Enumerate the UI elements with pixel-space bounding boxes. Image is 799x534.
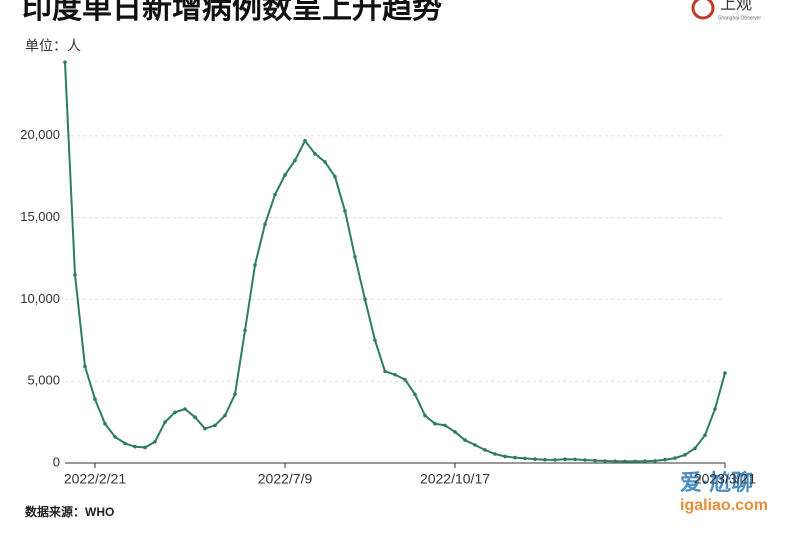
point	[543, 457, 547, 462]
line	[64, 62, 726, 463]
point	[433, 421, 437, 426]
point	[513, 455, 517, 460]
point	[93, 397, 97, 401]
point	[443, 423, 447, 428]
point	[403, 377, 407, 382]
point	[283, 173, 287, 177]
point	[133, 444, 137, 449]
point	[183, 407, 187, 411]
point	[393, 372, 397, 377]
point	[383, 369, 387, 374]
point	[203, 426, 207, 431]
point	[313, 151, 317, 156]
point	[563, 457, 567, 462]
point	[673, 456, 677, 460]
y-tick-label: 20,000	[20, 127, 60, 142]
point	[503, 454, 507, 459]
y-tick-label: 10,000	[20, 291, 60, 306]
point	[63, 60, 67, 64]
point	[713, 407, 717, 411]
watermark-url: igaliao.com	[680, 497, 768, 514]
point	[343, 209, 347, 213]
point	[423, 413, 427, 418]
point	[193, 415, 197, 419]
point	[223, 413, 227, 418]
point	[623, 459, 627, 464]
point	[483, 448, 487, 452]
point	[253, 263, 257, 267]
point	[213, 423, 217, 428]
point	[373, 338, 377, 343]
chart-title: 印度单日新增病例数呈上升趋势	[22, 0, 442, 25]
x-tick-label: 2022/10/17	[420, 471, 490, 487]
point	[263, 222, 267, 226]
point	[533, 457, 537, 461]
point	[123, 441, 127, 446]
point	[113, 435, 117, 439]
point	[653, 459, 657, 463]
point	[413, 392, 417, 397]
point	[173, 410, 177, 415]
point	[643, 459, 647, 464]
point	[153, 439, 157, 444]
point	[573, 457, 577, 462]
point	[243, 328, 247, 333]
y-tick-label: 0	[53, 454, 60, 469]
point	[353, 255, 357, 259]
point	[323, 160, 327, 164]
point	[453, 430, 457, 434]
watermark-title: 爱·尬聊	[680, 470, 753, 495]
point	[693, 446, 697, 451]
point	[333, 174, 337, 179]
point	[73, 273, 77, 277]
point	[663, 457, 667, 462]
point	[603, 459, 607, 463]
y-tick-label: 15,000	[20, 209, 60, 224]
point	[363, 297, 367, 302]
point	[613, 459, 617, 464]
point	[473, 443, 477, 447]
logo-subtitle: Shanghai Observer	[718, 15, 761, 21]
point	[633, 459, 637, 464]
point	[303, 138, 307, 143]
logo-name: 上观	[720, 0, 752, 13]
point	[163, 420, 167, 424]
point	[83, 364, 87, 369]
x-tick-label: 2022/7/9	[258, 471, 313, 487]
logo-icon	[691, 0, 715, 20]
source: 数据来源：WHO	[25, 504, 114, 519]
x-tick-label: 2023/3/21	[694, 471, 756, 487]
point	[593, 458, 597, 463]
point	[463, 438, 467, 442]
x-tick-label: 2022/2/21	[64, 471, 126, 487]
point	[493, 452, 497, 456]
point	[273, 192, 277, 197]
point	[293, 158, 297, 163]
point	[233, 392, 237, 397]
point	[143, 445, 147, 450]
point	[723, 371, 727, 375]
point	[523, 456, 527, 461]
point	[583, 458, 587, 462]
point	[553, 458, 557, 462]
point	[103, 421, 107, 426]
y-tick-label: 5,000	[27, 373, 60, 388]
point	[683, 453, 687, 457]
point	[703, 433, 707, 437]
y-label: 单位：人	[25, 38, 81, 54]
